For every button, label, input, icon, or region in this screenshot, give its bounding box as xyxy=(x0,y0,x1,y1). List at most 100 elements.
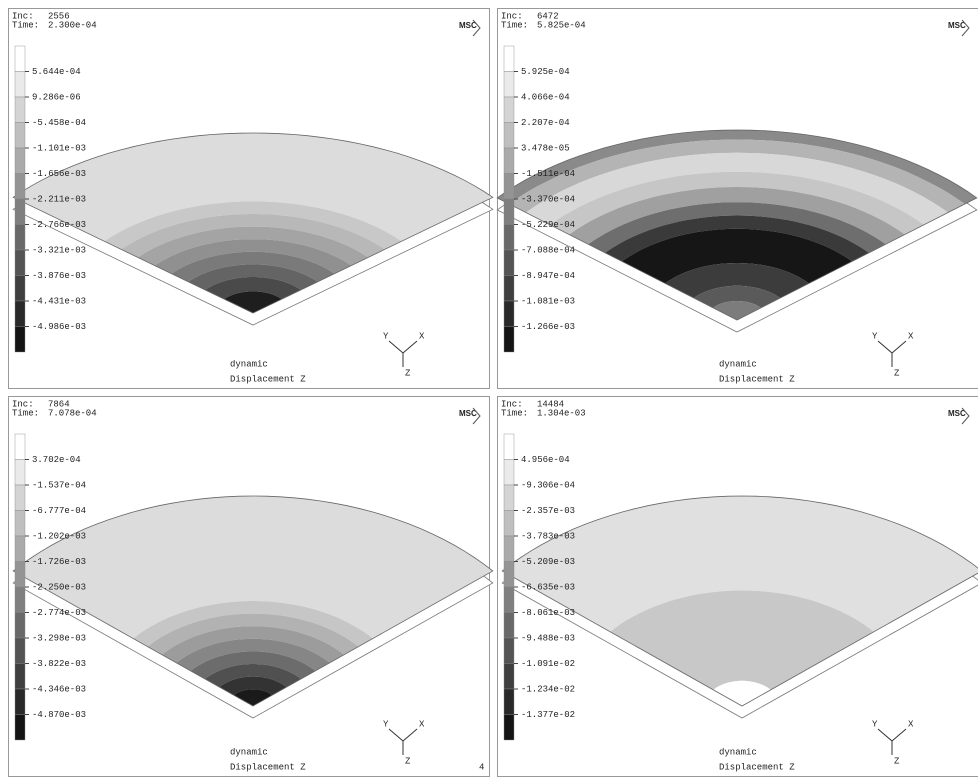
axis-label: Z xyxy=(894,368,900,378)
variable-name: Displacement Z xyxy=(719,374,795,384)
legend-swatch xyxy=(14,510,26,537)
legend-swatch xyxy=(14,484,26,511)
contour-band xyxy=(497,130,977,204)
legend-label: 4.066e-04 xyxy=(521,92,570,102)
model-outline xyxy=(501,495,978,707)
axis-label: Z xyxy=(405,368,411,378)
contour-band xyxy=(569,187,905,245)
msc-logo: MSC xyxy=(459,21,477,30)
time-value: 1.304e-03 xyxy=(537,408,586,418)
axis-line xyxy=(891,728,907,742)
legend-label: -3.321e-03 xyxy=(32,245,86,255)
legend-swatch xyxy=(14,198,26,225)
legend-swatch xyxy=(14,96,26,123)
legend-label: -5.458e-04 xyxy=(32,118,86,128)
legend-label: 5.644e-04 xyxy=(32,67,81,77)
legend-swatch xyxy=(503,714,515,741)
legend-label: -3.298e-03 xyxy=(32,633,86,643)
axis-label: Y xyxy=(383,719,389,729)
logo-mark xyxy=(472,19,481,37)
legend-label: -7.088e-04 xyxy=(521,245,575,255)
legend-label: -8.947e-04 xyxy=(521,271,575,281)
contour-band xyxy=(224,291,282,313)
contour-band xyxy=(205,277,301,300)
legend-swatch xyxy=(14,663,26,690)
variable-name: Displacement Z xyxy=(230,762,306,772)
inc-value: 7864 xyxy=(48,399,70,409)
time-label: Time: xyxy=(12,20,39,30)
legend-swatch xyxy=(503,326,515,353)
legend-label: 2.207e-04 xyxy=(521,118,570,128)
legend-swatch xyxy=(14,147,26,174)
result-panel: Inc: 2556 Time: 2.300e-04 MSC 5.644e-04 9.286e… xyxy=(8,8,494,389)
legend-swatch xyxy=(14,249,26,276)
legend-label: 4.956e-04 xyxy=(521,455,570,465)
legend-swatch xyxy=(14,535,26,562)
time-label: Time: xyxy=(501,408,528,418)
contour-band xyxy=(665,263,809,298)
legend-swatch xyxy=(503,122,515,149)
contour-band xyxy=(171,251,335,282)
axis-label: X xyxy=(419,331,425,341)
axis-label: Z xyxy=(894,756,900,766)
axis-line xyxy=(388,728,404,742)
legend-label: -1.101e-03 xyxy=(32,143,86,153)
axis-line xyxy=(891,340,907,354)
legend-swatch xyxy=(503,96,515,123)
time-label: Time: xyxy=(501,20,528,30)
axis-line xyxy=(402,340,418,354)
result-panel: Inc: 7864 Time: 7.078e-04 MSC 3.702e-04 -1.537… xyxy=(8,396,494,777)
model-outline xyxy=(496,129,978,321)
legend-label: -5.209e-03 xyxy=(521,557,575,567)
job-name: dynamic xyxy=(719,747,757,757)
legend-label: -9.306e-04 xyxy=(521,480,575,490)
axis-label: Y xyxy=(872,719,878,729)
legend-label: -1.081e-03 xyxy=(521,296,575,306)
legend-label: -1.266e-03 xyxy=(521,322,575,332)
contour-band xyxy=(502,496,978,632)
legend-swatch xyxy=(503,561,515,588)
legend-label: -3.822e-03 xyxy=(32,659,86,669)
logo-mark xyxy=(961,19,970,37)
legend-label: -1.511e-04 xyxy=(521,169,575,179)
legend-swatch xyxy=(503,586,515,613)
job-name: dynamic xyxy=(230,359,268,369)
legend-swatch xyxy=(14,688,26,715)
legend-label: -1.656e-03 xyxy=(32,169,86,179)
legend-swatch xyxy=(503,198,515,225)
legend-swatch xyxy=(14,612,26,639)
inc-label: Inc: xyxy=(501,11,523,21)
legend-label: -6.635e-03 xyxy=(521,582,575,592)
legend-label: -4.346e-03 xyxy=(32,684,86,694)
legend-swatch xyxy=(14,45,26,72)
legend-swatch xyxy=(503,637,515,664)
legend-swatch xyxy=(503,612,515,639)
variable-name: Displacement Z xyxy=(230,374,306,384)
msc-logo: MSC xyxy=(948,409,966,418)
legend-swatch xyxy=(14,714,26,741)
legend-label: -4.431e-03 xyxy=(32,296,86,306)
legend-label: -9.488e-03 xyxy=(521,633,575,643)
legend-label: 3.702e-04 xyxy=(32,455,81,465)
contour-band xyxy=(205,664,301,688)
time-value: 5.825e-04 xyxy=(537,20,586,30)
contour-band xyxy=(233,689,273,706)
contour-band xyxy=(133,601,373,647)
legend-swatch xyxy=(14,561,26,588)
legend-swatch xyxy=(503,663,515,690)
legend-swatch xyxy=(503,173,515,200)
job-name: dynamic xyxy=(719,359,757,369)
legend-swatch xyxy=(503,71,515,98)
legend-label: -8.061e-03 xyxy=(521,608,575,618)
legend-swatch xyxy=(14,275,26,302)
inc-value: 14484 xyxy=(537,399,564,409)
legend-swatch xyxy=(503,275,515,302)
legend-label: 5.925e-04 xyxy=(521,67,570,77)
time-value: 7.078e-04 xyxy=(48,408,97,418)
axis-label: X xyxy=(908,331,914,341)
msc-logo: MSC xyxy=(948,21,966,30)
axis-label: X xyxy=(908,719,914,729)
legend-label: -2.774e-03 xyxy=(32,608,86,618)
legend-swatch xyxy=(503,459,515,486)
contour-band xyxy=(154,239,352,274)
